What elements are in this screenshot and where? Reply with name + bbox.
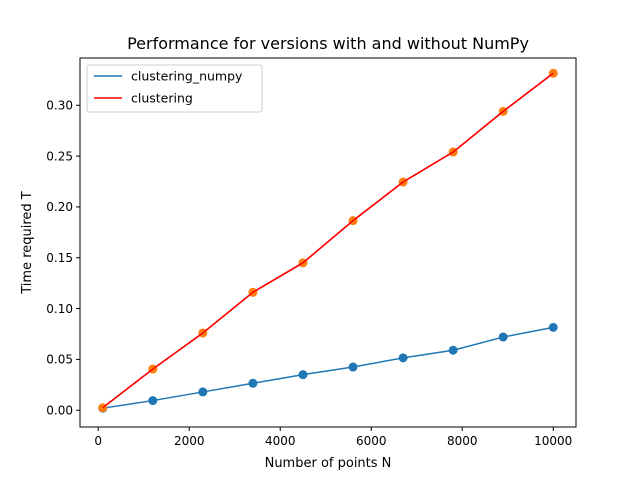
data-point-clustering-numpy — [298, 370, 308, 380]
x-tick-label: 6000 — [356, 434, 387, 448]
data-point-clustering-numpy — [198, 387, 208, 397]
data-point-clustering-numpy — [548, 322, 558, 332]
x-tick-label: 0 — [94, 434, 102, 448]
x-tick-label: 2000 — [174, 434, 205, 448]
axes-frame — [79, 57, 577, 428]
legend-box — [86, 64, 263, 113]
legend: clustering_numpy clustering — [86, 64, 263, 113]
y-tick-label: 0.10 — [46, 302, 73, 316]
data-point-clustering-numpy — [498, 332, 508, 342]
y-axis-label: Time required T — [20, 191, 35, 295]
y-tick-label: 0.25 — [46, 149, 73, 163]
chart-title: Performance for versions with and withou… — [127, 34, 529, 53]
data-point-clustering-numpy — [448, 345, 458, 355]
y-tick-label: 0.00 — [46, 404, 73, 418]
x-tick-label: 10000 — [534, 434, 572, 448]
y-tick-label: 0.05 — [46, 353, 73, 367]
legend-label-clustering-numpy: clustering_numpy — [131, 69, 243, 84]
data-point-clustering-numpy — [148, 396, 158, 406]
legend-label-clustering: clustering — [131, 91, 193, 106]
y-tick-label: 0.30 — [46, 99, 73, 113]
y-tick-label: 0.15 — [46, 251, 73, 265]
data-point-clustering-numpy — [398, 353, 408, 363]
x-tick-label: 4000 — [265, 434, 296, 448]
data-point-clustering-numpy — [248, 378, 258, 388]
series-line-clustering-overlay — [102, 72, 554, 409]
data-point-clustering-numpy — [348, 362, 358, 372]
y-tick-label: 0.20 — [46, 200, 73, 214]
series-line-clustering-numpy — [102, 326, 554, 409]
x-axis-label: Number of points N — [265, 456, 392, 471]
plot-area — [98, 68, 558, 413]
x-tick-label: 8000 — [447, 434, 478, 448]
y-axis: 0.00 0.05 0.10 0.15 0.20 0.25 0.30 — [46, 99, 80, 418]
x-axis: 0 2000 4000 6000 8000 10000 — [94, 427, 572, 448]
